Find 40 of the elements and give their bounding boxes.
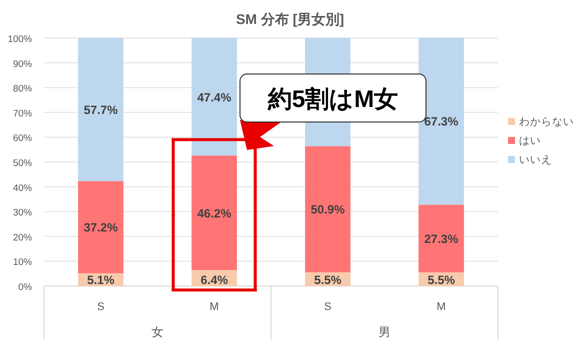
data-label: 6.4% xyxy=(200,273,228,287)
text: 女 xyxy=(152,325,164,339)
data-label: 37.2% xyxy=(84,220,118,235)
x-tick-label: S xyxy=(97,301,104,313)
x-tick-label: M xyxy=(210,301,219,313)
y-tick-label: 20% xyxy=(12,232,33,244)
bar xyxy=(78,38,124,182)
annotation: 約5割はM女 xyxy=(266,86,398,113)
data-label: 67.3% xyxy=(424,114,459,129)
x-tick-label: S xyxy=(324,301,332,313)
y-tick-label: 10% xyxy=(12,257,33,268)
legend-label: はい xyxy=(519,135,541,147)
y-tick-label: 50% xyxy=(12,158,33,169)
y-tick-label: 40% xyxy=(12,182,33,194)
chart-title: SM 分布 [男女別] xyxy=(236,11,344,27)
text: 男 xyxy=(378,325,390,339)
y-tick-label: 100% xyxy=(8,34,33,45)
data-label: 57.7% xyxy=(84,103,118,118)
data-label: 5.5% xyxy=(314,273,342,287)
x-tick-label: M xyxy=(436,301,446,313)
y-tick-label: 80% xyxy=(12,84,33,95)
y-tick-label: 0% xyxy=(18,282,33,293)
bar xyxy=(418,38,464,205)
legend-label: わからない xyxy=(519,116,574,128)
bar xyxy=(418,204,464,272)
data-label: 50.9% xyxy=(310,202,346,217)
y-tick-label: 60% xyxy=(12,133,33,144)
bar xyxy=(305,146,350,272)
data-label: 47.4% xyxy=(197,90,232,104)
y-tick-label: 30% xyxy=(12,208,33,219)
data-label: 5.5% xyxy=(428,273,456,287)
bar xyxy=(192,156,237,270)
data-label: 27.3% xyxy=(424,232,459,246)
bar xyxy=(78,181,124,274)
data-label: 5.1% xyxy=(87,273,115,287)
bar xyxy=(192,38,237,156)
legend-label: いいえ xyxy=(519,154,552,166)
data-label: 46.2% xyxy=(197,206,232,220)
y-tick-label: 90% xyxy=(12,58,33,70)
y-tick-label: 70% xyxy=(12,108,33,120)
